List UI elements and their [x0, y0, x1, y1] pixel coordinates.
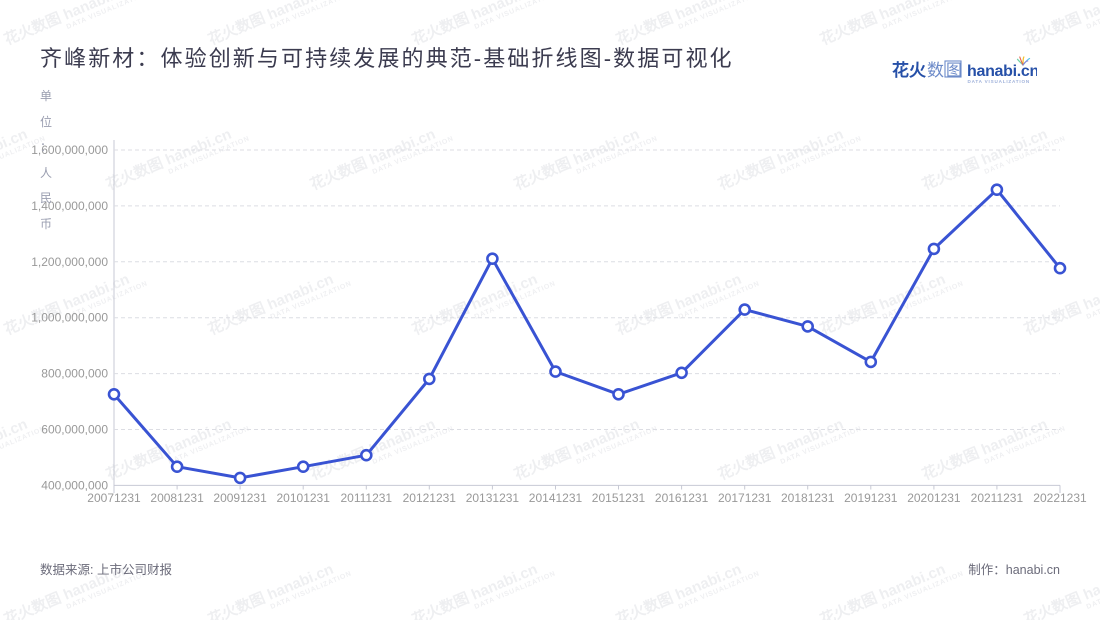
- svg-text:20181231: 20181231: [781, 491, 835, 505]
- svg-text:20151231: 20151231: [592, 491, 646, 505]
- svg-text:20081231: 20081231: [150, 491, 204, 505]
- svg-text:1,000,000,000: 1,000,000,000: [31, 311, 108, 325]
- svg-text:20221231: 20221231: [1033, 491, 1087, 505]
- svg-text:1,200,000,000: 1,200,000,000: [31, 255, 108, 269]
- svg-text:20171231: 20171231: [718, 491, 772, 505]
- svg-text:20141231: 20141231: [529, 491, 583, 505]
- svg-text:20211231: 20211231: [971, 491, 1024, 505]
- svg-text:20121231: 20121231: [403, 491, 457, 505]
- svg-text:20201231: 20201231: [907, 491, 961, 505]
- svg-text:20101231: 20101231: [277, 491, 331, 505]
- svg-text:800,000,000: 800,000,000: [41, 367, 108, 381]
- svg-text:600,000,000: 600,000,000: [41, 423, 108, 437]
- svg-text:20191231: 20191231: [844, 491, 898, 505]
- svg-text:20111231: 20111231: [340, 491, 392, 505]
- svg-text:20131231: 20131231: [466, 491, 520, 505]
- svg-text:20091231: 20091231: [213, 491, 267, 505]
- svg-text:20071231: 20071231: [87, 491, 141, 505]
- svg-text:20161231: 20161231: [655, 491, 709, 505]
